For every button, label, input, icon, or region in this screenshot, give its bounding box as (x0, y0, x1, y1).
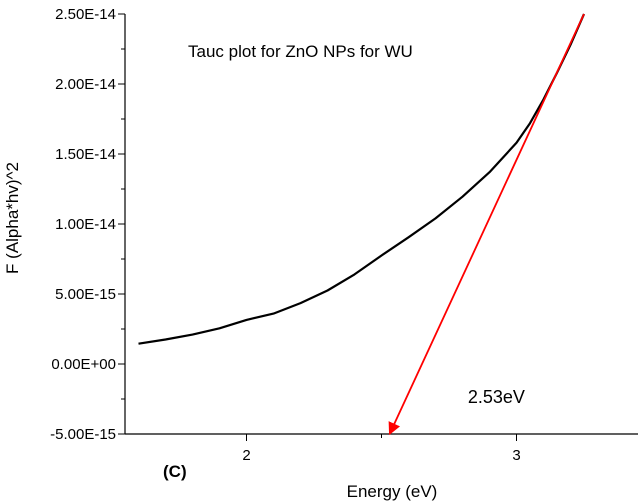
axes (124, 14, 638, 435)
y-tick-label: 2.00E-14 (55, 76, 116, 93)
y-tick-label: 1.00E-14 (55, 216, 116, 233)
panel-label: (C) (163, 462, 187, 481)
y-axis-title: F (Alpha*hv)^2 (3, 162, 22, 274)
x-tick-label: 3 (512, 447, 520, 464)
y-tick-label: 0.00E+00 (51, 356, 116, 373)
y-tick-label: 2.50E-14 (55, 6, 116, 23)
x-axis-title: Energy (eV) (347, 482, 438, 501)
extrapolation-line (388, 13, 585, 436)
y-tick-label: -5.00E-15 (50, 426, 116, 443)
fit-line-group (388, 13, 585, 436)
y-axis-ticks: -5.00E-15 0.00E+00 5.00E-15 1.00E-14 1.50E-1… (50, 6, 125, 443)
y-tick-label: 1.50E-14 (55, 146, 116, 163)
chart-title: Tauc plot for ZnO NPs for WU (188, 42, 413, 61)
bandgap-annotation: 2.53eV (468, 387, 525, 407)
data-series (138, 13, 586, 345)
tauc-curve (138, 13, 586, 345)
y-tick-label: 5.00E-15 (55, 286, 116, 303)
x-tick-label: 2 (242, 447, 250, 464)
